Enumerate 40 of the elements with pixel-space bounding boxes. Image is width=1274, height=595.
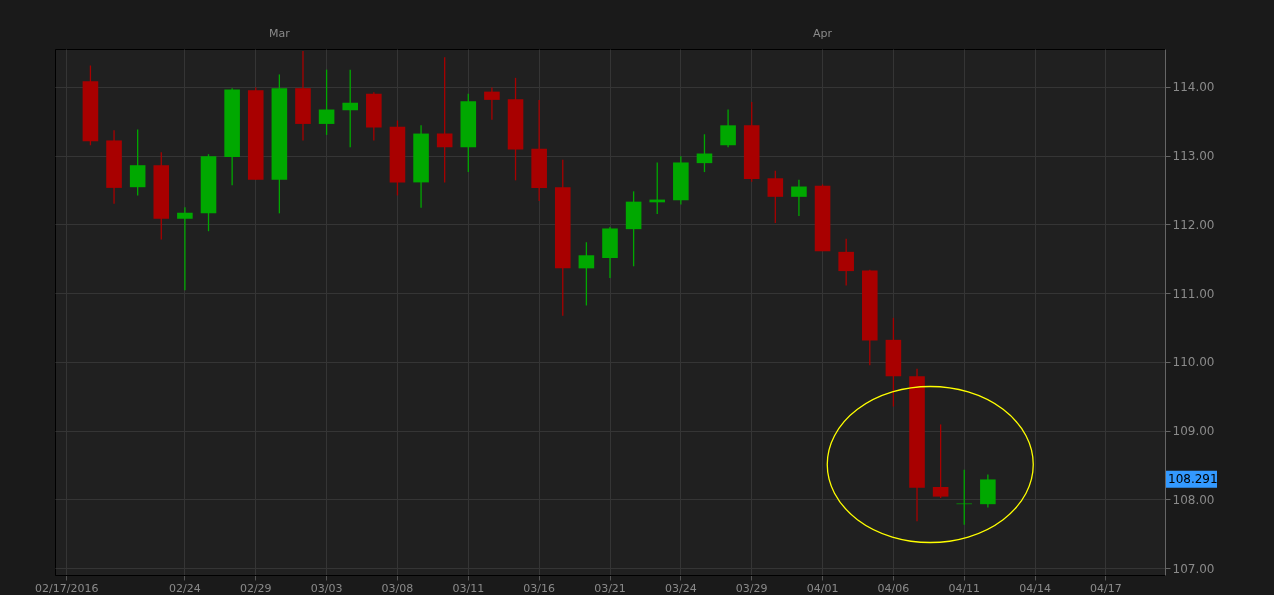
x-tick-label: 04/01 [806, 581, 839, 595]
x-tick-label: 03/24 [665, 581, 697, 595]
y-tick-label: 108.00 [1172, 492, 1215, 507]
x-tick-label: 03/11 [452, 581, 485, 595]
y-tick-label: 113.00 [1172, 149, 1215, 164]
x-tick-label: 03/08 [381, 581, 414, 595]
x-tick-label: 04/14 [1019, 581, 1051, 595]
candlestick [342, 68, 359, 148]
x-tick-label: 02/29 [239, 581, 272, 595]
candlestick [436, 56, 453, 184]
candlestick [932, 423, 949, 499]
candlestick [956, 469, 973, 526]
candlestick [177, 206, 193, 291]
candlestick [484, 86, 500, 121]
y-tick-label: 107.00 [1172, 561, 1215, 576]
candlestick [318, 68, 335, 136]
x-tick-label: 04/17 [1090, 581, 1122, 595]
candlestick [129, 128, 146, 197]
candlestick [578, 241, 595, 307]
x-tick-label: 03/03 [310, 581, 343, 595]
x-tick-label: 03/16 [523, 581, 555, 595]
ref-line-label: 108.291 [1168, 472, 1218, 487]
x-tick-label: 03/21 [594, 581, 626, 595]
x-tick-label: 04/11 [948, 581, 981, 595]
x-tick-label: 03/29 [735, 581, 768, 595]
candlestick [838, 238, 854, 287]
y-tick-label: 110.00 [1172, 355, 1215, 370]
candlestick [720, 108, 736, 148]
text: Mar [268, 27, 291, 40]
text: Apr [813, 27, 833, 40]
y-tick-label: 109.00 [1172, 424, 1215, 439]
x-tick-label: 02/24 [169, 581, 201, 595]
y-tick-label: 112.00 [1172, 217, 1215, 232]
candlestick [767, 170, 784, 224]
y-tick-label: 114.00 [1172, 80, 1215, 95]
y-tick-label: 111.00 [1172, 286, 1215, 301]
x-tick-label: 02/17/2016 [35, 581, 99, 595]
x-tick-label: 04/06 [877, 581, 910, 595]
candlestick [791, 178, 807, 217]
candlestick [696, 133, 713, 173]
